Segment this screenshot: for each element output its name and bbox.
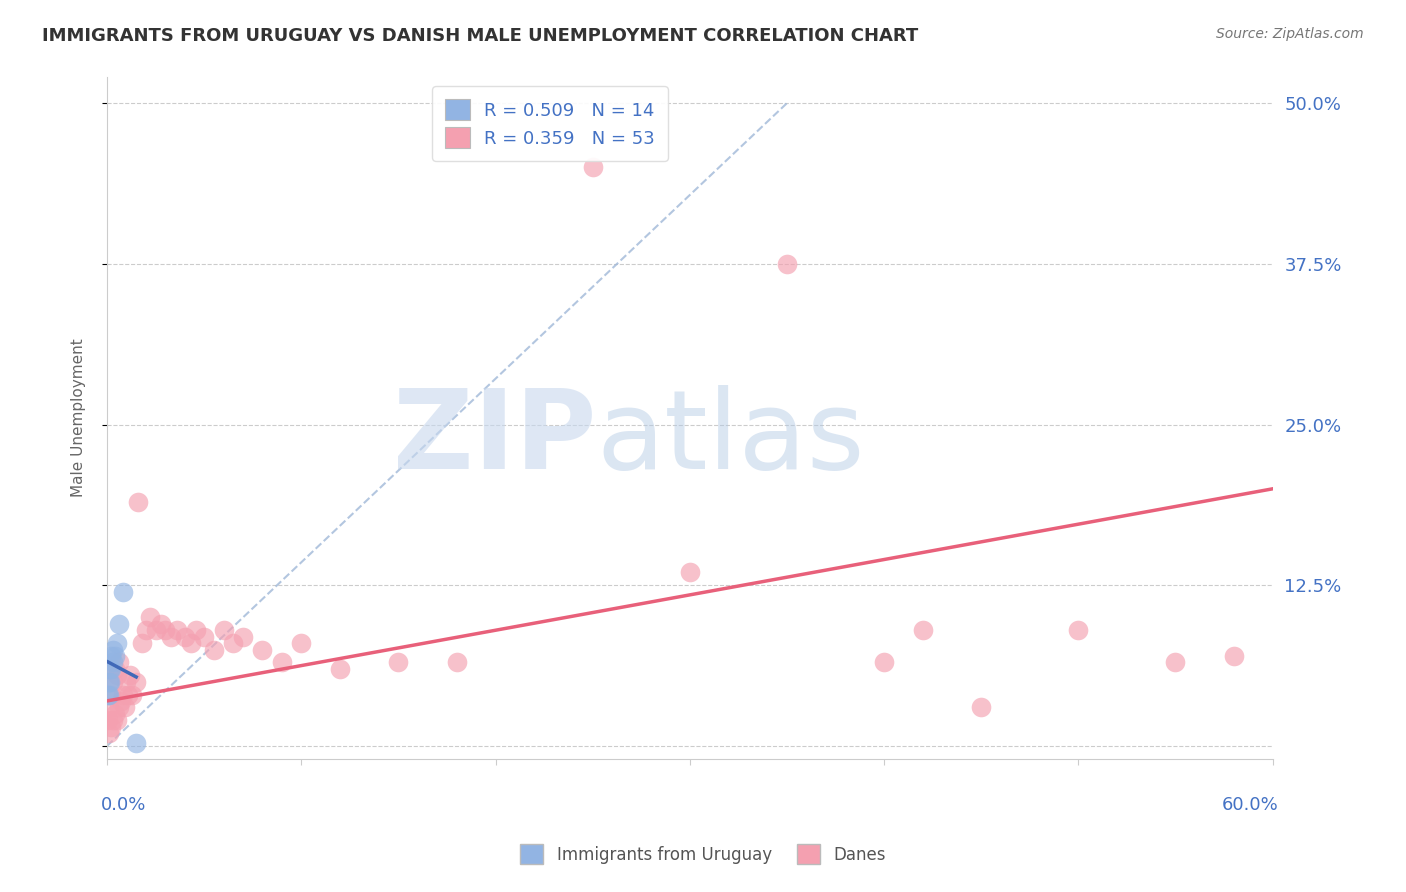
Point: [1164, 656, 1187, 670]
Point: [117, 688, 139, 702]
Point: [110, 694, 132, 708]
Point: [114, 700, 136, 714]
Text: Source: ZipAtlas.com: Source: ZipAtlas.com: [1216, 27, 1364, 41]
Point: [155, 624, 177, 638]
Point: [98, 726, 121, 740]
Point: [97, 688, 120, 702]
Point: [222, 636, 245, 650]
Point: [1067, 624, 1090, 638]
Text: ZIP: ZIP: [394, 385, 596, 492]
Point: [873, 656, 896, 670]
Point: [160, 630, 183, 644]
Point: [98, 662, 121, 676]
Point: [105, 668, 128, 682]
Point: [135, 624, 157, 638]
Point: [290, 636, 312, 650]
Point: [125, 736, 148, 750]
Point: [104, 706, 127, 721]
Point: [186, 624, 208, 638]
Point: [166, 624, 188, 638]
Point: [1222, 648, 1244, 663]
Point: [120, 668, 142, 682]
Point: [970, 700, 993, 714]
Point: [104, 662, 127, 676]
Text: IMMIGRANTS FROM URUGUAY VS DANISH MALE UNEMPLOYMENT CORRELATION CHART: IMMIGRANTS FROM URUGUAY VS DANISH MALE U…: [42, 27, 918, 45]
Point: [107, 616, 129, 631]
Point: [139, 610, 162, 624]
Point: [100, 648, 122, 663]
Point: [98, 674, 121, 689]
Point: [582, 161, 605, 175]
Point: [252, 642, 274, 657]
Point: [107, 656, 129, 670]
Point: [105, 636, 128, 650]
Legend: Immigrants from Uruguay, Danes: Immigrants from Uruguay, Danes: [513, 838, 893, 871]
Point: [193, 630, 215, 644]
Point: [121, 688, 143, 702]
Text: 60.0%: 60.0%: [1222, 797, 1278, 814]
Point: [131, 636, 153, 650]
Point: [679, 566, 702, 580]
Point: [97, 713, 120, 727]
Point: [180, 636, 202, 650]
Point: [105, 713, 128, 727]
Point: [107, 700, 129, 714]
Point: [100, 720, 122, 734]
Point: [111, 688, 134, 702]
Point: [115, 674, 138, 689]
Point: [125, 674, 148, 689]
Point: [101, 674, 124, 689]
Point: [911, 624, 934, 638]
Point: [100, 688, 122, 702]
Point: [111, 584, 134, 599]
Point: [387, 656, 409, 670]
Point: [776, 257, 799, 271]
Legend: R = 0.509   N = 14, R = 0.359   N = 53: R = 0.509 N = 14, R = 0.359 N = 53: [432, 87, 668, 161]
Point: [271, 656, 294, 670]
Point: [212, 624, 235, 638]
Text: 0.0%: 0.0%: [101, 797, 146, 814]
Text: atlas: atlas: [596, 385, 865, 492]
Point: [101, 656, 124, 670]
Point: [173, 630, 195, 644]
Y-axis label: Male Unemployment: Male Unemployment: [72, 339, 86, 498]
Point: [145, 624, 167, 638]
Point: [101, 642, 124, 657]
Point: [150, 616, 173, 631]
Point: [446, 656, 468, 670]
Point: [232, 630, 254, 644]
Point: [98, 700, 121, 714]
Point: [98, 674, 121, 689]
Point: [104, 648, 127, 663]
Point: [329, 662, 352, 676]
Point: [98, 688, 121, 702]
Point: [100, 662, 122, 676]
Point: [202, 642, 225, 657]
Point: [101, 713, 124, 727]
Point: [127, 494, 149, 508]
